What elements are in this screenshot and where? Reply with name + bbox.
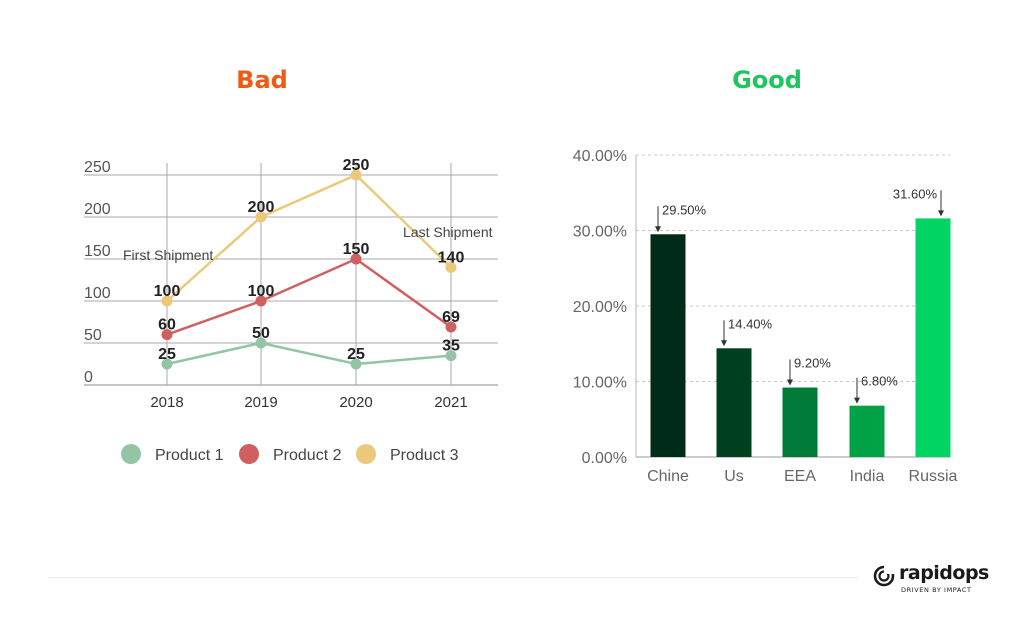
- series-2-point: [445, 321, 457, 333]
- legend-marker-3: [356, 444, 376, 464]
- bad-line-chart: 0 50 100 150 200 250 2018 2019 2020 2021 25 50 25 35 6…: [84, 157, 498, 464]
- bar-value-arrowhead: [787, 379, 793, 386]
- series-1-data-label: 35: [442, 338, 460, 355]
- series-3-data-label: 200: [248, 199, 275, 216]
- bar-data-label: 6.80%: [861, 374, 898, 389]
- bar-value-arrowhead: [854, 397, 860, 404]
- logo-tagline: DRIVEN BY IMPACT: [901, 586, 972, 594]
- series-2-data-label: 100: [248, 283, 275, 300]
- line-y-tick-label: 150: [84, 243, 111, 260]
- bar-x-tick-label: Chine: [647, 468, 689, 485]
- line-y-tick-label: 100: [84, 285, 111, 302]
- series-3-point: [445, 261, 457, 273]
- series-3-data-label: 100: [154, 283, 181, 300]
- series-1-data-label: 25: [347, 346, 365, 363]
- bar-russia: [915, 218, 951, 457]
- series-line-1: [166, 341, 452, 366]
- bar-data-label: 9.20%: [794, 356, 831, 371]
- series-2-point: [255, 295, 267, 307]
- series-3-point: [350, 169, 362, 181]
- bar-data-label: 14.40%: [728, 316, 773, 331]
- series-1-point: [161, 358, 173, 370]
- bar-value-arrowhead: [938, 210, 944, 217]
- annotation-last-shipment: Last Shipment: [403, 224, 493, 240]
- bad-chart-heading: Bad: [236, 66, 288, 94]
- bar-x-tick-label: Russia: [909, 468, 958, 485]
- bar-us: [716, 348, 752, 457]
- good-chart-heading: Good: [732, 66, 802, 94]
- bar-data-label: 31.60%: [893, 186, 938, 201]
- legend-marker-2: [239, 444, 259, 464]
- bar-y-tick-label: 0.00%: [582, 450, 627, 467]
- series-1-point: [255, 337, 267, 349]
- bar-india: [849, 405, 885, 457]
- series-1-data-label: 50: [252, 325, 270, 342]
- series-3-point: [161, 295, 173, 307]
- line-y-tick-label: 50: [84, 327, 102, 344]
- series-1-data-label: 25: [158, 346, 176, 363]
- line-x-tick-label: 2018: [150, 394, 183, 411]
- line-y-tick-label: 250: [84, 159, 111, 176]
- logo-wordmark: rapidops: [899, 562, 989, 584]
- line-x-tick-label: 2021: [434, 394, 467, 411]
- bar-y-tick-label: 20.00%: [573, 299, 627, 316]
- footer-divider: [48, 577, 858, 578]
- series-1-point: [445, 350, 457, 362]
- rapidops-logo: rapidops DRIVEN BY IMPACT: [873, 562, 989, 596]
- bar-value-arrowhead: [721, 340, 727, 347]
- bar-data-label: 29.50%: [662, 202, 707, 217]
- series-2-point: [350, 253, 362, 265]
- bar-value-arrowhead: [655, 226, 661, 233]
- line-y-tick-label: 0: [84, 369, 93, 386]
- bar-x-tick-label: India: [850, 468, 885, 485]
- rapidops-logo-icon: [873, 565, 895, 587]
- bar-y-tick-label: 40.00%: [573, 148, 627, 165]
- series-3-data-label: 250: [343, 157, 370, 174]
- series-2-data-label: 69: [442, 309, 460, 326]
- bar-chine: [650, 234, 686, 457]
- good-bar-chart: 0.00% 10.00% 20.00% 30.00% 40.00% Chine 29.50%…: [573, 148, 958, 485]
- series-2-point: [161, 329, 173, 341]
- legend-label-2: Product 2: [273, 447, 342, 464]
- line-x-tick-label: 2019: [244, 394, 277, 411]
- series-line-3: [166, 173, 452, 302]
- line-y-tick-label: 200: [84, 201, 111, 218]
- series-2-data-label: 60: [158, 317, 176, 334]
- series-1-point: [350, 358, 362, 370]
- line-x-tick-label: 2020: [339, 394, 372, 411]
- annotation-first-shipment: First Shipment: [123, 247, 213, 263]
- bar-x-tick-label: EEA: [784, 468, 816, 485]
- bar-y-tick-label: 10.00%: [573, 375, 627, 392]
- legend-label-1: Product 1: [155, 447, 224, 464]
- series-line-2: [166, 257, 452, 336]
- series-2-data-label: 150: [343, 241, 370, 258]
- bar-x-tick-label: Us: [724, 468, 744, 485]
- bar-eea: [782, 387, 818, 457]
- series-3-data-label: 140: [438, 249, 465, 266]
- legend-marker-1: [121, 444, 141, 464]
- bar-y-tick-label: 30.00%: [573, 224, 627, 241]
- legend-label-3: Product 3: [390, 447, 459, 464]
- series-3-point: [255, 211, 267, 223]
